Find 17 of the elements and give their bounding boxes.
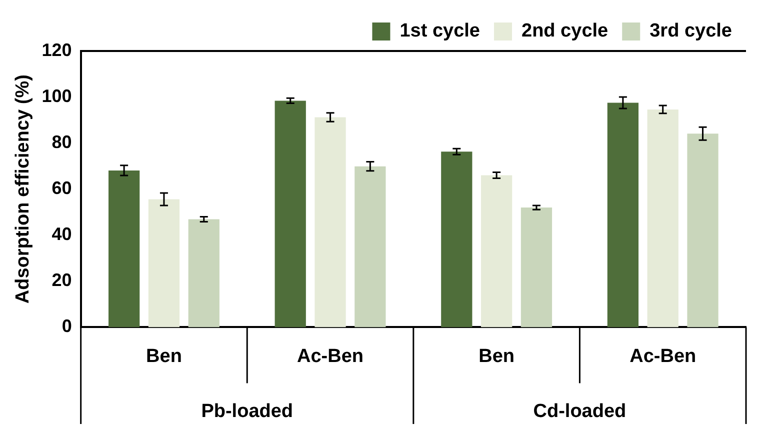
text: Cd-loaded: [533, 401, 626, 422]
y-tick-label: 60: [52, 178, 72, 198]
y-tick-label: 20: [52, 270, 72, 290]
y-tick-label: 100: [42, 86, 72, 106]
y-axis-title: Adsorption efficiency (%): [12, 74, 34, 304]
x-tick-label: Ac-Ben: [297, 346, 364, 367]
legend-label: 1st cycle: [400, 20, 480, 42]
y-tick-label: 40: [52, 224, 72, 244]
y-tick-label: 120: [42, 40, 72, 60]
x-tick-label: Ben: [146, 346, 182, 367]
x-tick-label: Ac-Ben: [630, 346, 696, 367]
y-tick-label: 0: [62, 316, 72, 336]
legend-label: 3rd cycle: [650, 20, 732, 42]
y-tick-label: 80: [52, 132, 72, 152]
x-tick-label: Ben: [478, 346, 515, 367]
legend-label: 2nd cycle: [522, 20, 608, 42]
text: Pb-loaded: [201, 401, 294, 422]
